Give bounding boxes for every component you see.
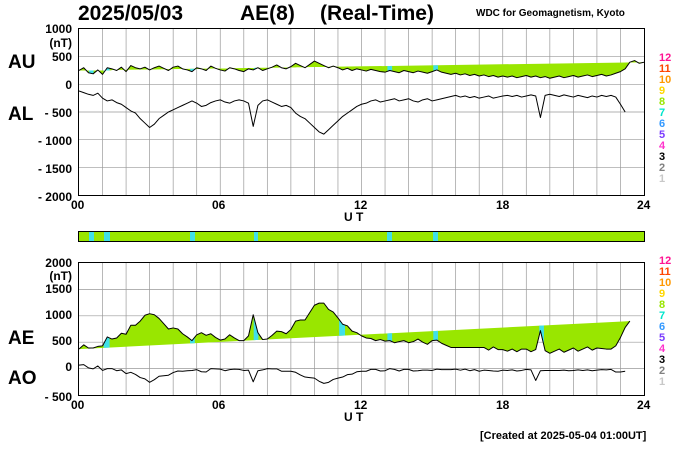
y-tick-bottom-0: 0 bbox=[65, 360, 72, 374]
y-tick-bottom-1000: 1000 bbox=[45, 308, 72, 322]
chart-date: 2025/05/03 bbox=[78, 2, 184, 25]
legend-level-12: 12 bbox=[659, 255, 672, 267]
y-tick-top-m1000: - 1000 bbox=[37, 134, 72, 148]
y-tick-top-m2000: - 2000 bbox=[37, 190, 72, 204]
x-tick-top-18: 18 bbox=[496, 198, 510, 212]
data-gap-4 bbox=[339, 303, 346, 354]
series-label-al: AL bbox=[8, 104, 34, 125]
y-tick-bottom-m500: - 500 bbox=[44, 390, 72, 404]
activity-level-legend-top: 12 11 10 9 8 7 6 5 4 3 2 1 bbox=[659, 53, 677, 185]
trace-ae bbox=[79, 302, 631, 354]
data-gap-0 bbox=[88, 303, 94, 354]
trace-al bbox=[79, 90, 626, 135]
trace-au bbox=[79, 60, 644, 79]
y-axis-unit-label-bottom: (nT) bbox=[49, 269, 72, 283]
realtime-badge: (Real-Time) bbox=[320, 2, 434, 25]
legend-level-6: 6 bbox=[659, 118, 666, 130]
y-tick-top-500: 500 bbox=[51, 50, 72, 64]
x-tick-top-24: 24 bbox=[637, 198, 651, 212]
legend-level-2: 2 bbox=[659, 365, 666, 377]
legend-level-4: 4 bbox=[659, 343, 666, 355]
series-label-ao: AO bbox=[8, 368, 37, 389]
x-tick-bottom-12: 12 bbox=[354, 398, 368, 412]
strip-gap-segment-3 bbox=[253, 232, 259, 241]
legend-level-8: 8 bbox=[659, 96, 666, 108]
data-gap-2 bbox=[190, 303, 195, 354]
legend-level-8: 8 bbox=[659, 299, 666, 311]
index-name: AE(8) bbox=[240, 2, 295, 25]
legend-level-11: 11 bbox=[659, 266, 671, 278]
strip-gap-segment-2 bbox=[190, 232, 195, 241]
activity-level-legend-bottom: 12 11 10 9 8 7 6 5 4 3 2 1 bbox=[659, 256, 677, 388]
legend-level-2: 2 bbox=[659, 162, 666, 174]
y-tick-bottom-500: 500 bbox=[51, 334, 72, 348]
legend-level-10: 10 bbox=[659, 74, 672, 86]
trace-ao bbox=[79, 364, 626, 384]
legend-level-1: 1 bbox=[659, 376, 666, 388]
strip-gap-segment-4 bbox=[387, 232, 393, 241]
legend-level-7: 7 bbox=[659, 310, 666, 322]
data-gap-1 bbox=[103, 303, 110, 354]
data-gap-2 bbox=[190, 60, 195, 79]
y-axis-unit-label-top: (nT) bbox=[49, 36, 72, 50]
x-tick-top-00: 00 bbox=[71, 198, 85, 212]
series-label-ae: AE bbox=[8, 328, 35, 349]
legend-level-5: 5 bbox=[659, 332, 666, 344]
series-label-au: AU bbox=[8, 52, 36, 73]
legend-level-9: 9 bbox=[659, 288, 666, 300]
au-al-svg bbox=[79, 29, 644, 195]
legend-level-6: 6 bbox=[659, 321, 666, 333]
x-tick-bottom-06: 06 bbox=[212, 398, 226, 412]
creation-timestamp: [Created at 2025-05-04 01:00UT] bbox=[480, 430, 647, 442]
strip-base-segment bbox=[79, 232, 644, 241]
legend-level-3: 3 bbox=[659, 151, 666, 163]
station-availability-strip bbox=[78, 231, 645, 242]
legend-level-9: 9 bbox=[659, 85, 666, 97]
data-gap-3 bbox=[253, 303, 259, 354]
envelope-fill bbox=[79, 60, 644, 79]
ae-ao-svg bbox=[79, 263, 644, 395]
x-tick-bottom-24: 24 bbox=[637, 398, 651, 412]
data-gap-5 bbox=[387, 303, 393, 354]
legend-level-4: 4 bbox=[659, 140, 666, 152]
y-tick-top-0: 0 bbox=[65, 78, 72, 92]
strip-gap-segment-5 bbox=[433, 232, 438, 241]
x-axis-label-bottom: U T bbox=[344, 410, 364, 424]
data-gap-4 bbox=[387, 60, 393, 79]
x-tick-top-06: 06 bbox=[212, 198, 226, 212]
legend-level-7: 7 bbox=[659, 107, 666, 119]
data-source-label: WDC for Geomagnetism, Kyoto bbox=[476, 8, 625, 19]
y-axis-unit-top: 1000 bbox=[45, 22, 72, 36]
legend-level-3: 3 bbox=[659, 354, 666, 366]
data-gap-7 bbox=[539, 303, 544, 354]
y-tick-bottom-2000: 2000 bbox=[45, 256, 72, 270]
strip-gap-segment-0 bbox=[88, 232, 94, 241]
x-tick-bottom-18: 18 bbox=[496, 398, 510, 412]
strip-gap-segment-1 bbox=[103, 232, 110, 241]
ae-ao-plot-area bbox=[78, 262, 645, 396]
data-gap-6 bbox=[433, 303, 439, 354]
x-tick-top-12: 12 bbox=[354, 198, 368, 212]
legend-level-1: 1 bbox=[659, 173, 666, 185]
au-al-plot-area bbox=[78, 28, 645, 196]
envelope-fill bbox=[79, 303, 630, 354]
legend-level-11: 11 bbox=[659, 63, 671, 75]
y-tick-bottom-1500: 1500 bbox=[45, 282, 72, 296]
y-tick-top-m1500: - 1500 bbox=[37, 162, 72, 176]
y-tick-top-m500: - 500 bbox=[44, 106, 72, 120]
data-gap-5 bbox=[433, 60, 439, 79]
legend-level-5: 5 bbox=[659, 129, 666, 141]
legend-level-12: 12 bbox=[659, 52, 672, 64]
legend-level-10: 10 bbox=[659, 277, 672, 289]
x-axis-label-top: U T bbox=[344, 210, 364, 224]
x-tick-bottom-00: 00 bbox=[71, 398, 85, 412]
